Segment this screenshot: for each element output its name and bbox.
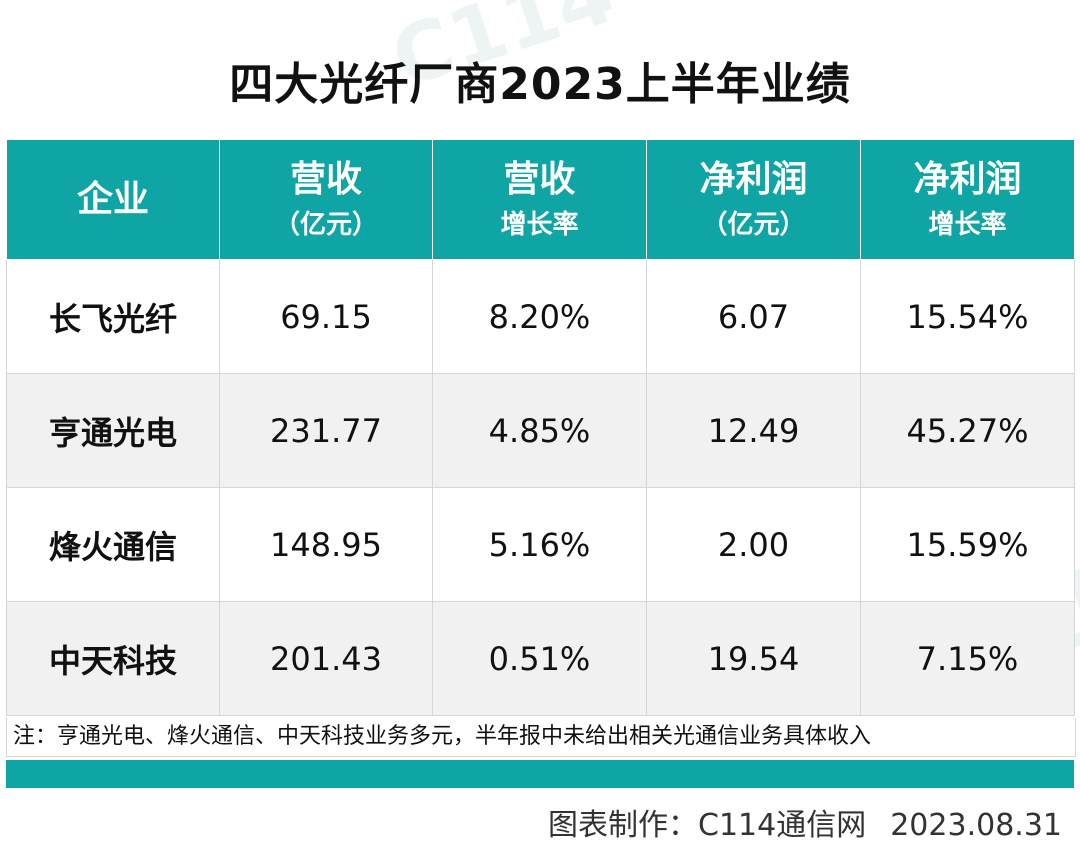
header-main-label: 营收 <box>289 158 362 200</box>
table-row: 中天科技 201.43 0.51% 19.54 7.15% <box>6 601 1075 716</box>
table-row: 亨通光电 231.77 4.85% 12.49 45.27% <box>6 373 1075 488</box>
company-cell: 亨通光电 <box>6 373 220 488</box>
revenue-cell: 69.15 <box>219 259 433 374</box>
company-cell: 长飞光纤 <box>6 259 220 374</box>
table-note: 注：亨通光电、烽火通信、中天科技业务多元，半年报中未给出相关光通信业务具体收入 <box>6 718 1076 757</box>
credit-date: 2023.08.31 <box>890 808 1062 843</box>
revenue-growth-cell: 0.51% <box>432 601 647 716</box>
header-main-label: 净利润 <box>913 158 1022 200</box>
header-main-label: 营收 <box>503 158 576 200</box>
table-row: 长飞光纤 69.15 8.20% 6.07 15.54% <box>6 259 1075 374</box>
table-row: 烽火通信 148.95 5.16% 2.00 15.59% <box>6 487 1075 602</box>
header-revenue-growth: 营收 增长率 <box>432 139 647 260</box>
revenue-growth-cell: 5.16% <box>432 487 647 602</box>
credit-text: 图表制作：C114通信网 <box>548 808 867 843</box>
net-profit-cell: 12.49 <box>646 373 861 488</box>
header-main-label: 净利润 <box>699 158 808 200</box>
net-profit-growth-cell: 7.15% <box>860 601 1075 716</box>
company-cell: 中天科技 <box>6 601 220 716</box>
header-net-profit-growth: 净利润 增长率 <box>860 139 1075 260</box>
net-profit-growth-cell: 15.59% <box>860 487 1075 602</box>
company-cell: 烽火通信 <box>6 487 220 602</box>
performance-table: 企业 营收 （亿元） 营收 增长率 净利润 （亿元） 净利润 增长率 长飞光纤 … <box>6 139 1075 716</box>
revenue-cell: 201.43 <box>219 601 433 716</box>
revenue-cell: 231.77 <box>219 373 433 488</box>
net-profit-growth-cell: 15.54% <box>860 259 1075 374</box>
revenue-growth-cell: 4.85% <box>432 373 647 488</box>
net-profit-cell: 19.54 <box>646 601 861 716</box>
header-net-profit: 净利润 （亿元） <box>646 139 861 260</box>
header-sub-label: （亿元） <box>701 209 806 240</box>
table-header-row: 企业 营收 （亿元） 营收 增长率 净利润 （亿元） 净利润 增长率 <box>6 139 1075 260</box>
revenue-growth-cell: 8.20% <box>432 259 647 374</box>
header-sub-label: （亿元） <box>273 209 378 240</box>
chart-credit: 图表制作：C114通信网 2023.08.31 <box>548 800 1062 844</box>
chart-title: 四大光纤厂商2023上半年业绩 <box>229 59 851 110</box>
net-profit-growth-cell: 45.27% <box>860 373 1075 488</box>
revenue-cell: 148.95 <box>219 487 433 602</box>
net-profit-cell: 2.00 <box>646 487 861 602</box>
header-revenue: 营收 （亿元） <box>219 139 433 260</box>
net-profit-cell: 6.07 <box>646 259 861 374</box>
header-company: 企业 <box>6 139 220 260</box>
footer-bar <box>6 760 1074 788</box>
header-main-label: 企业 <box>76 178 149 220</box>
header-sub-label: 增长率 <box>500 209 579 240</box>
header-sub-label: 增长率 <box>928 209 1007 240</box>
